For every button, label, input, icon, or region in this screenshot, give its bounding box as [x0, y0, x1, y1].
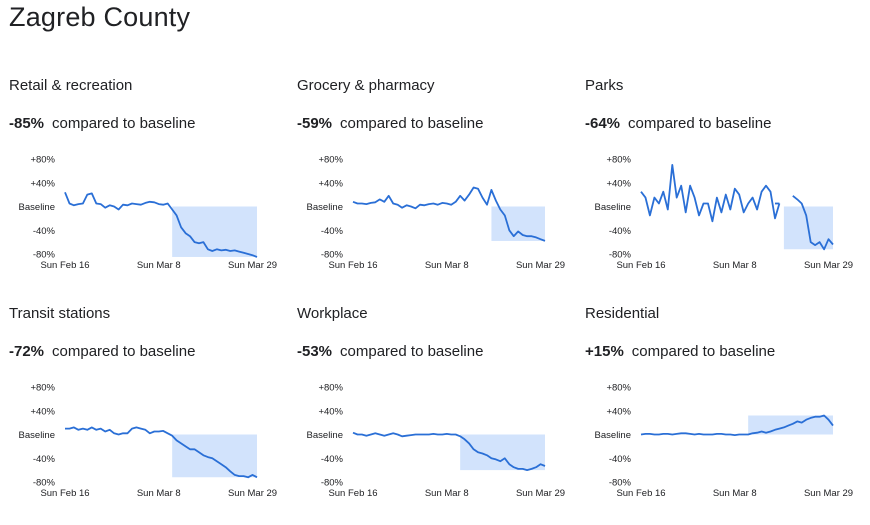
y-tick-label: +80% [30, 155, 55, 166]
x-tick-label: Sun Mar 29 [228, 488, 277, 499]
y-tick-label: -40% [321, 454, 344, 465]
change-percent: -72% [9, 343, 45, 360]
comparison-label: compared to baseline [631, 343, 776, 360]
x-tick-label: Sun Mar 29 [804, 488, 853, 499]
y-tick-label: +40% [30, 406, 55, 417]
x-tick-label: Sun Feb 16 [328, 488, 377, 499]
comparison-label: compared to baseline [340, 343, 484, 360]
change-summary: -53% compared to baseline [297, 343, 483, 360]
x-tick-label: Sun Mar 29 [516, 260, 565, 271]
line-chart: +80% +40% Baseline -40% -80%Sun Feb 16 Sun Ma… [595, 155, 854, 272]
comparison-label: compared to baseline [340, 115, 484, 132]
x-tick-label: Sun Feb 16 [616, 488, 665, 499]
y-tick-label: -40% [33, 454, 56, 465]
chart-panel: Grocery & pharmacy -59% compared to baseli… [297, 77, 577, 297]
y-tick-label: +80% [30, 383, 55, 394]
x-tick-label: Sun Mar 8 [713, 260, 757, 271]
x-tick-label: Sun Mar 8 [137, 488, 181, 499]
y-tick-label: -80% [33, 478, 56, 489]
y-tick-label: +80% [606, 155, 631, 166]
y-tick-label: -80% [609, 478, 632, 489]
comparison-shaded-area [491, 206, 545, 241]
chart-title: Transit stations [9, 305, 111, 322]
chart-title: Grocery & pharmacy [297, 77, 435, 94]
y-tick-label: Baseline [595, 202, 631, 213]
y-tick-label: -40% [609, 226, 632, 237]
comparison-label: compared to baseline [52, 115, 196, 132]
y-tick-label: Baseline [19, 202, 55, 213]
series-line [352, 186, 546, 242]
chart-title: Retail & recreation [9, 77, 133, 94]
comparison-shaded-area [460, 434, 545, 471]
chart-panel: Transit stations -72% compared to baseline… [9, 305, 289, 525]
change-summary: -64% compared to baseline [585, 115, 771, 132]
change-percent: +15% [585, 343, 624, 360]
x-tick-label: Sun Feb 16 [616, 260, 665, 271]
change-percent: -64% [585, 115, 621, 132]
series-line [352, 431, 546, 471]
line-chart: +80% +40% Baseline -40% -80%Sun Feb 16 Sun Ma… [595, 383, 854, 500]
chart-panel: Parks -64% compared to baseline +80% +40% Bas… [585, 77, 865, 297]
line-chart: +80% +40% Baseline -40% -80%Sun Feb 16 Sun Ma… [19, 383, 278, 500]
x-tick-label: Sun Mar 8 [425, 260, 469, 271]
y-tick-label: +40% [318, 406, 343, 417]
y-tick-label: -40% [33, 226, 56, 237]
y-tick-label: -80% [321, 250, 344, 261]
change-summary: -72% compared to baseline [9, 343, 195, 360]
chart-panel: Retail & recreation -85% compared to basel… [9, 77, 289, 297]
y-tick-label: Baseline [19, 430, 55, 441]
series-line [64, 191, 258, 258]
x-tick-label: Sun Feb 16 [40, 488, 89, 499]
comparison-label: compared to baseline [628, 115, 772, 132]
series-line [792, 195, 834, 251]
y-tick-label: -80% [321, 478, 344, 489]
line-chart: +80% +40% Baseline -40% -80%Sun Feb 16 Sun Ma… [307, 383, 566, 500]
page-title: Zagreb County [9, 2, 191, 32]
chart-title: Residential [585, 305, 660, 322]
change-summary: -85% compared to baseline [9, 115, 195, 132]
series-line [65, 426, 258, 479]
series-line [640, 164, 781, 223]
y-tick-label: Baseline [595, 430, 631, 441]
x-tick-label: Sun Mar 29 [228, 260, 277, 271]
change-percent: -53% [297, 343, 333, 360]
x-tick-label: Sun Feb 16 [40, 260, 89, 271]
comparison-shaded-area [172, 206, 257, 257]
y-tick-label: -40% [321, 226, 344, 237]
x-tick-label: Sun Mar 29 [516, 488, 565, 499]
y-tick-label: -40% [609, 454, 632, 465]
chart-title: Parks [585, 77, 624, 94]
x-tick-label: Sun Feb 16 [328, 260, 377, 271]
x-tick-label: Sun Mar 8 [137, 260, 181, 271]
comparison-shaded-area [172, 434, 257, 478]
y-tick-label: +40% [606, 406, 631, 417]
x-tick-label: Sun Mar 8 [425, 488, 469, 499]
series-line [640, 414, 834, 436]
x-tick-label: Sun Mar 29 [804, 260, 853, 271]
chart-panel: Residential +15% compared to baseline +80% +… [585, 305, 865, 525]
change-summary: -59% compared to baseline [297, 115, 483, 132]
change-percent: -85% [9, 115, 45, 132]
comparison-label: compared to baseline [52, 343, 196, 360]
x-tick-label: Sun Mar 8 [713, 488, 757, 499]
chart-panel: Workplace -53% compared to baseline +80% +40… [297, 305, 577, 525]
y-tick-label: +40% [30, 178, 55, 189]
change-summary: +15% compared to baseline [585, 343, 775, 360]
y-tick-label: +80% [606, 383, 631, 394]
y-tick-label: +80% [318, 155, 343, 166]
line-chart: +80% +40% Baseline -40% -80%Sun Feb 16 Sun Ma… [307, 155, 566, 272]
y-tick-label: +40% [606, 178, 631, 189]
y-tick-label: +80% [318, 383, 343, 394]
y-tick-label: +40% [318, 178, 343, 189]
y-tick-label: -80% [33, 250, 56, 261]
y-tick-label: Baseline [307, 430, 343, 441]
y-tick-label: Baseline [307, 202, 343, 213]
line-chart: +80% +40% Baseline -40% -80%Sun Feb 16 Sun Ma… [19, 155, 278, 272]
y-tick-label: -80% [609, 250, 632, 261]
change-percent: -59% [297, 115, 333, 132]
chart-title: Workplace [297, 305, 368, 322]
